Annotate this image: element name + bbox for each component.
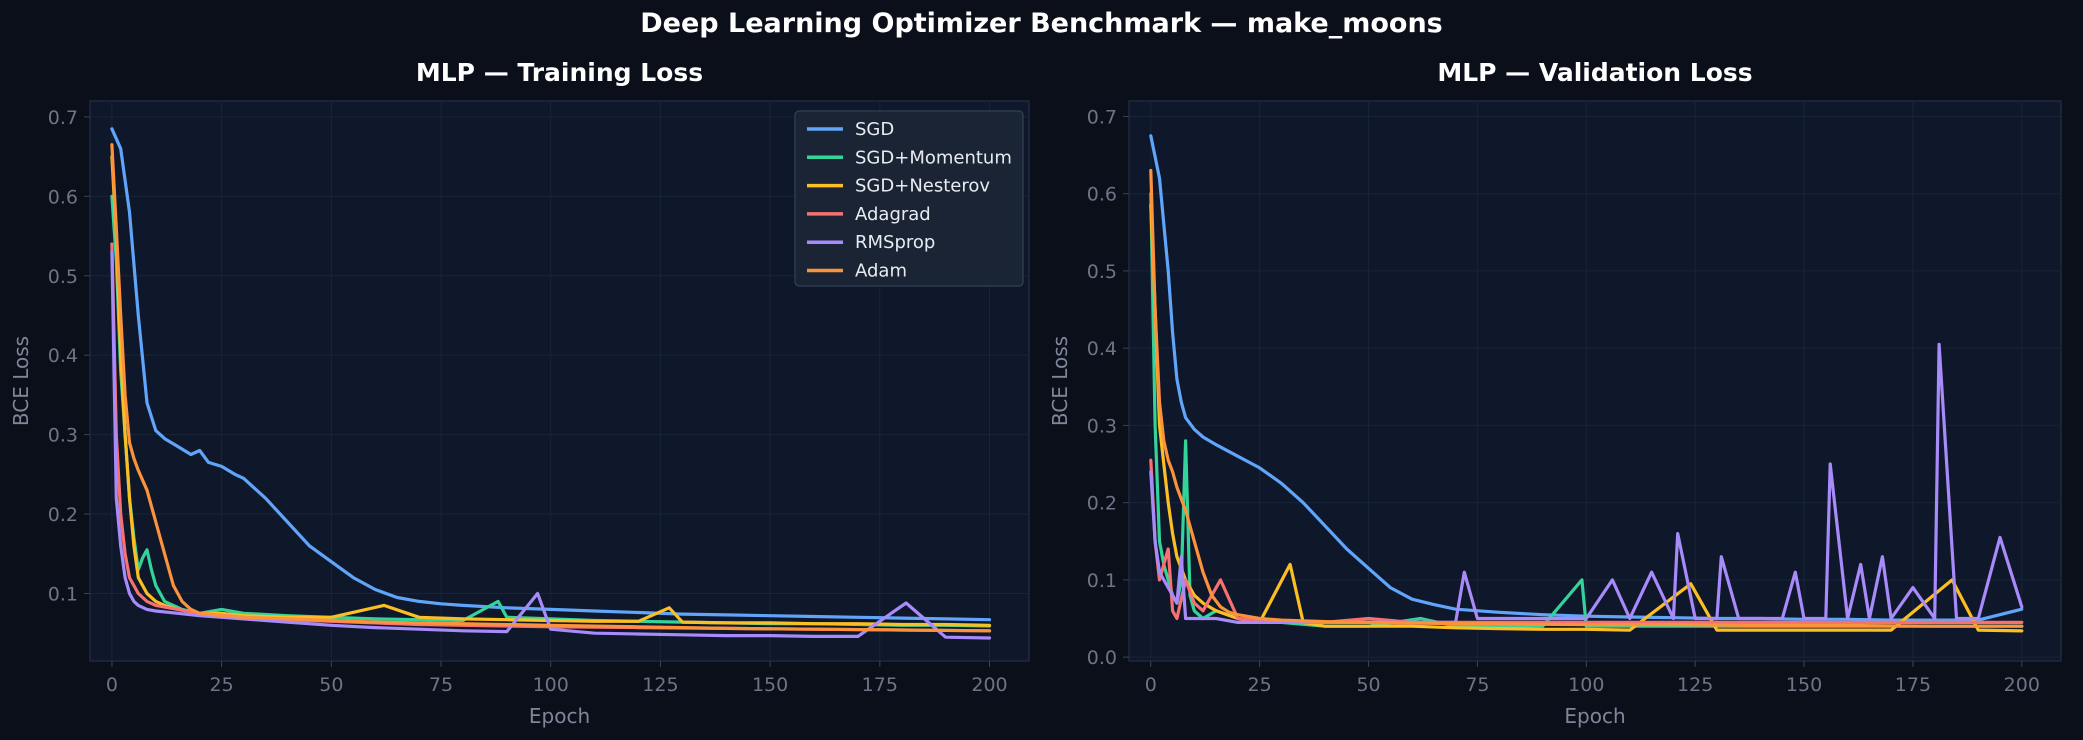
y-axis-label: BCE Loss (1048, 336, 1072, 426)
series-line-adam (1149, 168, 2024, 628)
y-tick-label: 0.6 (48, 186, 78, 208)
x-axis-label: Epoch (1564, 704, 1625, 728)
chart-panel-2: 0 25 50 75 100 125 150 175 200 0.0 0.1 0.2 0.3 0.4 0.5… (1048, 58, 2062, 728)
x-tick-label: 175 (862, 674, 898, 696)
legend-label: Adam (855, 261, 907, 282)
y-tick-label: 0.4 (1087, 338, 1117, 360)
x-tick-label: 125 (642, 674, 678, 696)
legend-label: Adagrad (855, 204, 931, 225)
y-tick-label: 0.3 (48, 425, 78, 447)
chart-title: MLP — Validation Loss (1437, 58, 1752, 87)
x-tick-label: 0 (106, 674, 118, 696)
x-tick-label: 175 (1895, 674, 1931, 696)
y-tick-label: 0.5 (1087, 261, 1117, 283)
y-tick-label: 0.3 (1087, 415, 1117, 437)
y-tick-label: 0.1 (48, 583, 78, 605)
y-axis-label: BCE Loss (9, 336, 33, 426)
x-tick-label: 125 (1677, 674, 1713, 696)
y-tick-label: 0.2 (1087, 493, 1117, 515)
x-tick-label: 50 (1356, 674, 1380, 696)
y-tick-label: 0.7 (1087, 106, 1117, 128)
x-tick-label: 100 (1568, 674, 1604, 696)
x-tick-label: 200 (971, 674, 1007, 696)
plot-area (1128, 100, 2062, 662)
x-tick-label: 75 (429, 674, 453, 696)
x-tick-label: 25 (210, 674, 234, 696)
x-tick-label: 75 (1465, 674, 1489, 696)
x-tick-label: 200 (2004, 674, 2040, 696)
x-tick-label: 150 (1786, 674, 1822, 696)
x-tick-label: 100 (533, 674, 569, 696)
series-line-sgd (110, 127, 992, 622)
x-tick-label: 150 (752, 674, 788, 696)
series-line-rmsprop (110, 250, 992, 640)
series-line-sgd-nesterov (1149, 203, 2024, 633)
series-line-sgd-nesterov (110, 155, 992, 627)
legend: SGD SGD+Momentum SGD+Nesterov Adagrad RMSpro… (794, 110, 1024, 287)
y-tick-label: 0.6 (1087, 184, 1117, 206)
legend-box (794, 110, 1024, 287)
legend-label: RMSprop (855, 232, 935, 253)
y-tick-label: 0.2 (48, 504, 78, 526)
y-tick-label: 0.7 (48, 107, 78, 129)
chart-title: MLP — Training Loss (416, 58, 703, 87)
legend-label: SGD+Momentum (855, 147, 1012, 168)
series-line-adagrad (1149, 458, 2024, 625)
figure-title: Deep Learning Optimizer Benchmark — make… (640, 8, 1443, 39)
x-tick-label: 50 (319, 674, 343, 696)
y-tick-label: 0.5 (48, 266, 78, 288)
y-tick-label: 0.4 (48, 345, 78, 367)
y-tick-label: 0.1 (1087, 570, 1117, 592)
legend-label: SGD+Nesterov (855, 176, 990, 197)
series-line-rmsprop (1149, 342, 2024, 625)
legend-label: SGD (855, 119, 894, 140)
series-line-adam (110, 143, 992, 633)
chart-panel-1: 0 25 50 75 100 125 150 175 200 0.1 0.2 0.3 0.4 0.5 0.6… (9, 58, 1030, 728)
x-axis-label: Epoch (529, 704, 590, 728)
x-tick-label: 0 (1145, 674, 1157, 696)
y-tick-label: 0.0 (1087, 647, 1117, 669)
x-tick-label: 25 (1248, 674, 1272, 696)
